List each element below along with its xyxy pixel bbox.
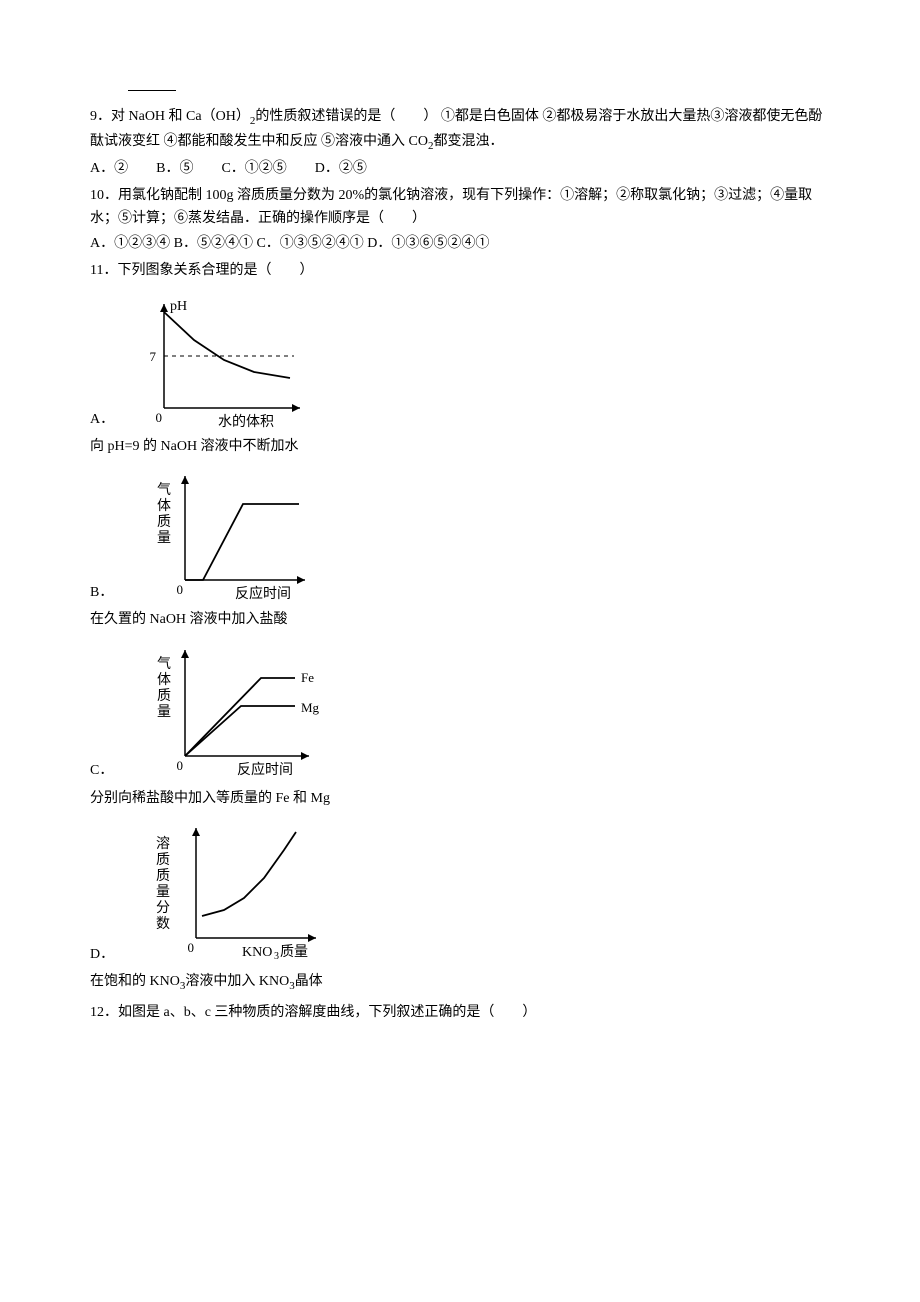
q11-option-c: C． 0 气体质量 Fe Mg 反应时间 xyxy=(90,638,830,783)
q11-a-caption: 向 pH=9 的 NaOH 溶液中不断加水 xyxy=(90,435,830,458)
svg-text:体: 体 xyxy=(157,672,171,688)
q9-text-1: 9．对 NaOH 和 Ca（OH） xyxy=(90,109,250,124)
q11-b-label: B． xyxy=(90,581,113,604)
svg-text:体: 体 xyxy=(157,498,171,514)
q11-d-label: D． xyxy=(90,943,114,966)
question-12: 12．如图是 a、b、c 三种物质的溶解度曲线，下列叙述正确的是（ ） xyxy=(90,1001,830,1024)
q11-d-caption: 在饱和的 KNO3溶液中加入 KNO3晶体 xyxy=(90,970,830,995)
q11-option-a: A． 0 pH 7 水的体积 xyxy=(90,286,830,431)
q11-c-caption: 分别向稀盐酸中加入等质量的 Fe 和 Mg xyxy=(90,787,830,810)
svg-text:KNO: KNO xyxy=(242,945,272,960)
svg-text:量: 量 xyxy=(157,704,171,720)
q11-c-label: C． xyxy=(90,759,113,782)
q10-options: A．①②③④ B．⑤②④① C．①③⑤②④① D．①③⑥⑤②④① xyxy=(90,232,830,255)
svg-text:分: 分 xyxy=(156,900,170,916)
question-9: 9．对 NaOH 和 Ca（OH）2的性质叙述错误的是（ ） ①都是白色固体 ②… xyxy=(90,105,830,155)
q11-option-b: B． 0 气体质量反应时间 xyxy=(90,464,830,604)
svg-text:数: 数 xyxy=(156,916,170,932)
svg-text:Fe: Fe xyxy=(301,670,314,685)
question-11: 11．下列图象关系合理的是（ ） xyxy=(90,259,830,282)
svg-text:气: 气 xyxy=(157,482,171,498)
page-header-rule xyxy=(128,90,176,91)
svg-text:0: 0 xyxy=(176,758,183,773)
chart-fraction-vs-kno3: 0溶质质量分数KNO3 质量 xyxy=(124,816,339,966)
svg-text:pH: pH xyxy=(170,299,187,314)
svg-text:反应时间: 反应时间 xyxy=(237,761,293,778)
svg-text:0: 0 xyxy=(155,410,162,425)
q9-text-3: 都变混浊． xyxy=(433,134,503,149)
chart-gas-vs-time-naoh: 0 气体质量反应时间 xyxy=(123,464,323,604)
svg-text:反应时间: 反应时间 xyxy=(235,585,291,602)
svg-text:溶: 溶 xyxy=(156,836,170,852)
q11-b-caption: 在久置的 NaOH 溶液中加入盐酸 xyxy=(90,608,830,631)
chart-ph-vs-water: 0 pH 7 水的体积 xyxy=(124,286,314,431)
svg-text:质: 质 xyxy=(157,514,171,530)
svg-text:0: 0 xyxy=(176,582,183,597)
svg-text:质: 质 xyxy=(156,868,170,884)
svg-text:气: 气 xyxy=(157,656,171,672)
question-10: 10．用氯化钠配制 100g 溶质质量分数为 20%的氯化钠溶液，现有下列操作：… xyxy=(90,184,830,230)
svg-text:质: 质 xyxy=(157,688,171,704)
svg-text:3: 3 xyxy=(274,951,279,962)
q9-options: A．② B．⑤ C．①②⑤ D．②⑤ xyxy=(90,157,830,180)
svg-text:水的体积: 水的体积 xyxy=(218,414,274,430)
svg-text:质量: 质量 xyxy=(280,944,308,960)
svg-text:7: 7 xyxy=(149,349,156,364)
svg-text:0: 0 xyxy=(187,940,194,955)
svg-text:Mg: Mg xyxy=(301,700,320,715)
q11-option-d: D． 0溶质质量分数KNO3 质量 xyxy=(90,816,830,966)
q11-a-label: A． xyxy=(90,408,114,431)
svg-text:量: 量 xyxy=(156,884,170,900)
svg-text:质: 质 xyxy=(156,852,170,868)
svg-text:量: 量 xyxy=(157,530,171,546)
chart-gas-fe-mg: 0 气体质量 Fe Mg 反应时间 xyxy=(123,638,333,783)
